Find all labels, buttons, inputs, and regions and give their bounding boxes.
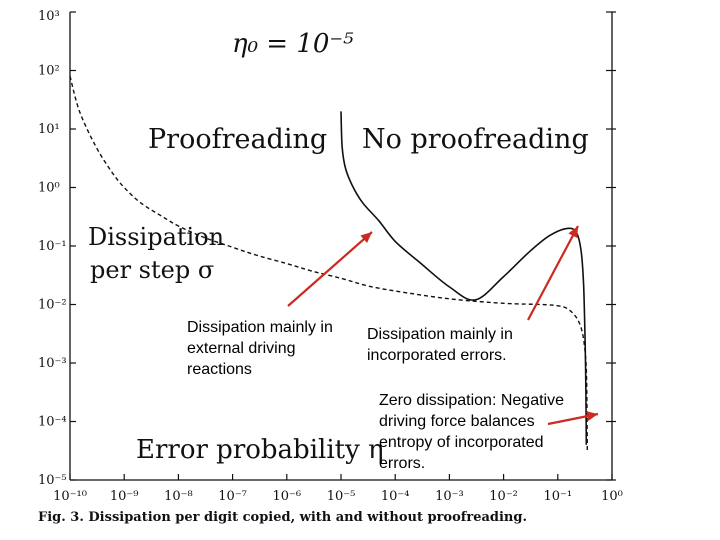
y-tick-label: 10¹ bbox=[38, 122, 60, 137]
annotation-external-driving: Dissipation mainly in external driving r… bbox=[187, 319, 333, 378]
x-tick-label: 10⁻⁹ bbox=[110, 489, 139, 504]
x-tick-label: 10⁻⁸ bbox=[164, 489, 193, 504]
y-tick-label: 10⁻⁴ bbox=[38, 415, 67, 430]
x-tick-label: 10⁻² bbox=[489, 489, 518, 504]
series-layer bbox=[69, 76, 588, 453]
annotation-incorporated-errors: Dissipation mainly in incorporated error… bbox=[367, 326, 513, 364]
x-tick-label: 10⁻⁷ bbox=[218, 489, 247, 504]
x-tick-label: 10⁻³ bbox=[435, 489, 464, 504]
x-tick-label: 10⁻⁶ bbox=[272, 489, 301, 504]
arrow-incorporated-errors bbox=[527, 225, 579, 321]
x-tick-label: 10⁻⁵ bbox=[327, 489, 356, 504]
arrow-zero-dissipation bbox=[547, 411, 599, 426]
proofreading-label: Proofreading bbox=[148, 124, 327, 155]
y-axis-label: Dissipation per step σ bbox=[88, 223, 232, 284]
y-tick-label: 10⁰ bbox=[38, 181, 60, 196]
no-proofreading-label: No proofreading bbox=[362, 124, 589, 155]
figure-caption: Fig. 3. Dissipation per digit copied, wi… bbox=[38, 510, 528, 525]
annotation-zero-dissipation: Zero dissipation: Negative driving force… bbox=[379, 392, 564, 472]
arrow-external-driving bbox=[287, 231, 373, 307]
no-proofreading-curve bbox=[340, 111, 588, 445]
y-tick-label: 10⁻³ bbox=[38, 356, 67, 371]
x-axis-label: Error probability η bbox=[136, 435, 384, 465]
y-tick-label: 10³ bbox=[38, 9, 60, 24]
annotation-arrows bbox=[287, 225, 599, 426]
x-tick-label: 10⁻⁴ bbox=[381, 489, 410, 504]
x-tick-label: 10⁻¹ bbox=[543, 489, 572, 504]
y-tick-label: 10² bbox=[38, 64, 60, 79]
eta-formula: η₀ = 10⁻⁵ bbox=[232, 29, 354, 59]
y-tick-label: 10⁻⁵ bbox=[38, 473, 67, 488]
x-tick-label: 10⁰ bbox=[601, 489, 623, 504]
y-tick-label: 10⁻¹ bbox=[38, 239, 67, 254]
y-tick-label: 10⁻² bbox=[38, 298, 67, 313]
proofreading-curve bbox=[69, 76, 588, 453]
x-tick-label: 10⁻¹⁰ bbox=[53, 489, 87, 504]
